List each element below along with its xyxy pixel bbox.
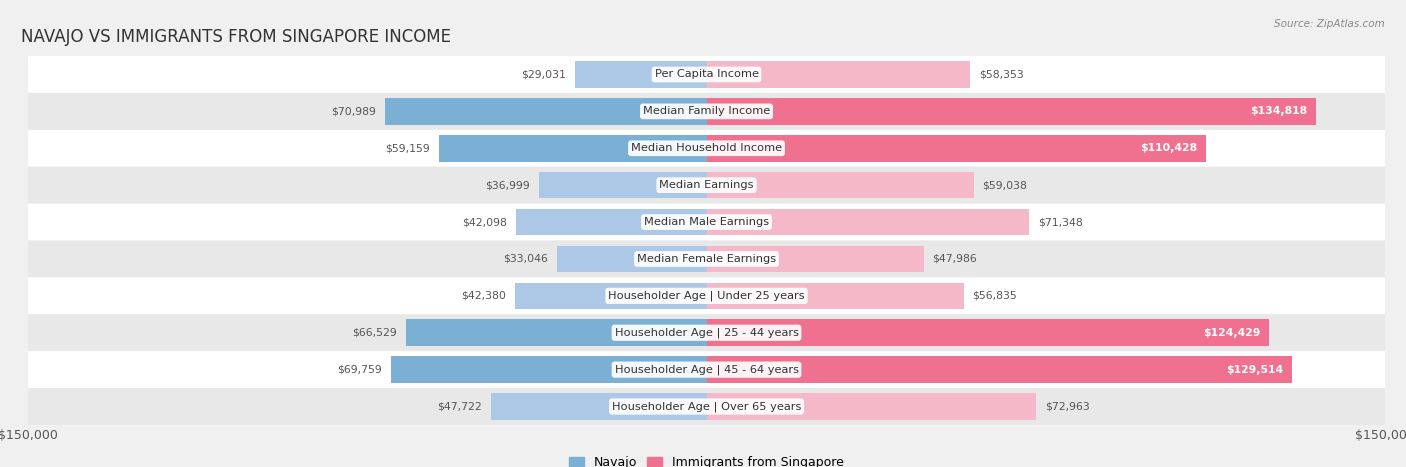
Bar [575,61,707,88]
Legend: Navajo, Immigrants from Singapore: Navajo, Immigrants from Singapore [564,451,849,467]
Text: $69,759: $69,759 [337,365,382,375]
Text: Per Capita Income: Per Capita Income [655,70,758,79]
Bar [557,246,707,272]
Text: $36,999: $36,999 [485,180,530,190]
Text: Source: ZipAtlas.com: Source: ZipAtlas.com [1274,19,1385,28]
FancyBboxPatch shape [28,130,1385,167]
Text: Median Household Income: Median Household Income [631,143,782,153]
Text: $59,159: $59,159 [385,143,430,153]
Text: $59,038: $59,038 [983,180,1028,190]
Text: Median Earnings: Median Earnings [659,180,754,190]
Bar [707,172,973,198]
Bar [391,356,707,383]
Bar [707,209,1029,235]
Bar [707,61,970,88]
FancyBboxPatch shape [28,167,1385,204]
Bar [516,209,707,235]
Text: $66,529: $66,529 [352,328,396,338]
Bar [707,283,963,309]
Text: Householder Age | Over 65 years: Householder Age | Over 65 years [612,401,801,412]
Text: NAVAJO VS IMMIGRANTS FROM SINGAPORE INCOME: NAVAJO VS IMMIGRANTS FROM SINGAPORE INCO… [21,28,451,46]
Text: $42,380: $42,380 [461,291,506,301]
Bar [491,393,707,420]
Bar [707,246,924,272]
Bar [405,319,707,346]
Text: Median Family Income: Median Family Income [643,106,770,116]
Text: $29,031: $29,031 [522,70,567,79]
Text: $134,818: $134,818 [1250,106,1308,116]
Text: Householder Age | 25 - 44 years: Householder Age | 25 - 44 years [614,327,799,338]
Text: $110,428: $110,428 [1140,143,1197,153]
Text: $70,989: $70,989 [332,106,377,116]
FancyBboxPatch shape [28,56,1385,93]
Text: $47,722: $47,722 [437,402,482,411]
Text: Householder Age | 45 - 64 years: Householder Age | 45 - 64 years [614,364,799,375]
FancyBboxPatch shape [28,277,1385,314]
FancyBboxPatch shape [28,388,1385,425]
Text: $129,514: $129,514 [1226,365,1284,375]
Text: $124,429: $124,429 [1204,328,1260,338]
Text: $58,353: $58,353 [980,70,1024,79]
Text: $47,986: $47,986 [932,254,977,264]
Text: $72,963: $72,963 [1046,402,1090,411]
Text: $42,098: $42,098 [463,217,508,227]
Bar [439,135,707,162]
FancyBboxPatch shape [28,351,1385,388]
Bar [707,135,1206,162]
Bar [707,98,1316,125]
Bar [707,356,1292,383]
Text: $71,348: $71,348 [1038,217,1083,227]
Bar [707,319,1270,346]
Text: Median Female Earnings: Median Female Earnings [637,254,776,264]
Bar [538,172,707,198]
FancyBboxPatch shape [28,93,1385,130]
Bar [515,283,707,309]
Bar [385,98,707,125]
Text: $33,046: $33,046 [503,254,548,264]
FancyBboxPatch shape [28,314,1385,351]
Text: $56,835: $56,835 [973,291,1018,301]
Text: Householder Age | Under 25 years: Householder Age | Under 25 years [609,290,804,301]
FancyBboxPatch shape [28,241,1385,277]
Bar [707,393,1036,420]
Text: Median Male Earnings: Median Male Earnings [644,217,769,227]
FancyBboxPatch shape [28,204,1385,241]
